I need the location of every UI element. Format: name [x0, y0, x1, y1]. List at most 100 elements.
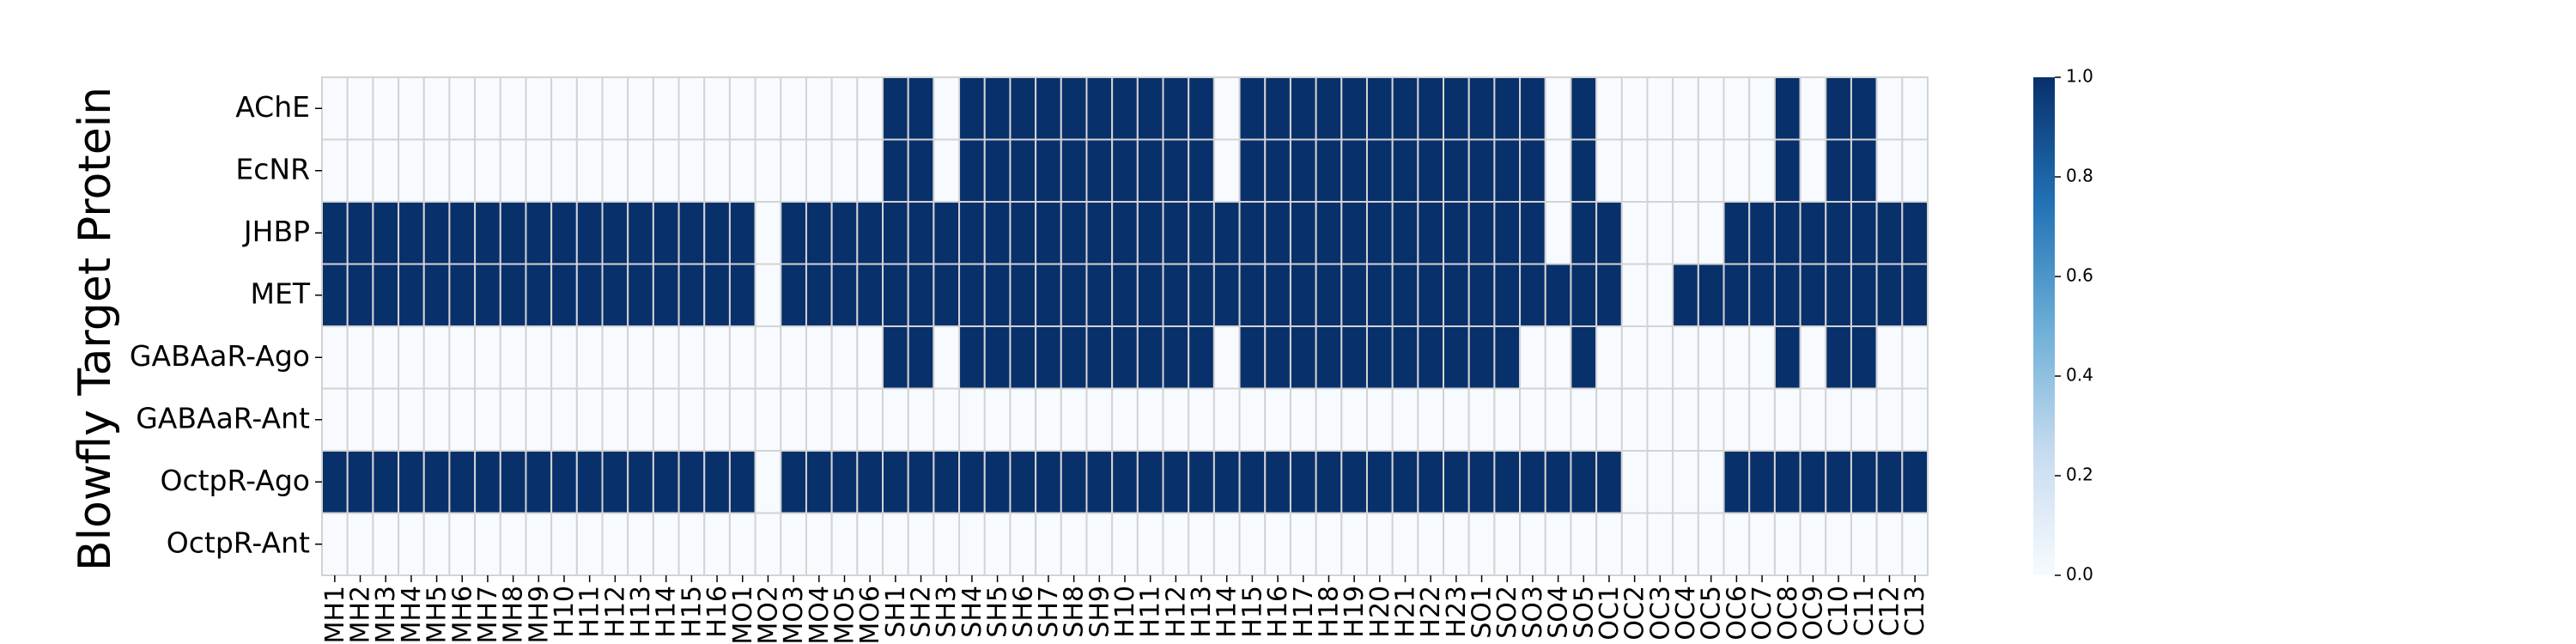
heatmap-cell	[1697, 450, 1725, 514]
heatmap-cell	[575, 325, 604, 390]
heatmap-cell	[1875, 201, 1904, 265]
heatmap-cell	[1519, 201, 1546, 265]
heatmap-cell	[754, 450, 782, 514]
colorbar-gradient	[2033, 77, 2055, 575]
heatmap-cell	[1773, 201, 1801, 265]
column-label: H11	[1136, 586, 1166, 638]
heatmap-cell	[550, 263, 578, 327]
heatmap-cell	[780, 450, 807, 514]
heatmap-cell	[1467, 138, 1496, 203]
heatmap-cell	[1443, 263, 1470, 327]
heatmap-cell	[1085, 512, 1114, 576]
heatmap-cell	[677, 450, 706, 514]
heatmap-cell	[525, 512, 553, 576]
heatmap-cell	[677, 76, 706, 141]
column-label: MH3	[371, 586, 401, 644]
heatmap-cell	[1212, 201, 1241, 265]
heatmap-cell	[1901, 201, 1929, 265]
column-label: SO4	[1544, 586, 1574, 639]
heatmap-cell	[1111, 450, 1139, 514]
heatmap-cell	[1391, 325, 1419, 390]
heatmap-cell	[1620, 325, 1649, 390]
heatmap-cell	[1646, 138, 1674, 203]
colorbar-tick-label: 1.0	[2066, 66, 2093, 87]
column-label: H13	[626, 586, 656, 638]
heatmap-cell	[1085, 325, 1114, 390]
heatmap-cell	[321, 201, 349, 265]
heatmap-cell	[1697, 512, 1725, 576]
heatmap-cell	[1467, 201, 1496, 265]
row-label: MET	[251, 276, 311, 310]
heatmap-cell	[882, 512, 909, 576]
heatmap-cell	[728, 263, 756, 327]
heatmap-cell	[1748, 138, 1776, 203]
heatmap-cell	[1111, 387, 1139, 452]
column-label: H23	[1442, 586, 1472, 638]
heatmap-cell	[1722, 450, 1751, 514]
heatmap-cell	[958, 76, 986, 141]
heatmap-cell	[1212, 138, 1241, 203]
heatmap-cell	[728, 450, 756, 514]
heatmap-cell	[1672, 138, 1699, 203]
heatmap-cell	[983, 325, 1012, 390]
heatmap-cell	[1111, 76, 1139, 141]
heatmap-cell	[422, 201, 451, 265]
heatmap-cell	[1264, 76, 1291, 141]
heatmap-cell	[1111, 512, 1139, 576]
heatmap-cell	[1340, 263, 1368, 327]
heatmap-cell	[1443, 76, 1470, 141]
heatmap-cell	[703, 325, 731, 390]
column-label: MO6	[855, 586, 885, 644]
column-label: MH6	[447, 586, 477, 644]
heatmap-cell	[499, 450, 527, 514]
heatmap-cell	[321, 387, 349, 452]
column-label: SH5	[983, 586, 1013, 638]
heatmap-cell	[703, 512, 731, 576]
heatmap-cell	[1672, 450, 1699, 514]
heatmap-cell	[1748, 450, 1776, 514]
column-label: H11	[575, 586, 605, 638]
heatmap-cell	[728, 76, 756, 141]
heatmap-cell	[1365, 263, 1394, 327]
heatmap-cell	[652, 263, 680, 327]
heatmap-cell	[627, 387, 654, 452]
heatmap-cell	[805, 201, 833, 265]
heatmap-cell	[1570, 387, 1598, 452]
heatmap-cell	[1850, 201, 1878, 265]
heatmap-cell	[882, 325, 909, 390]
heatmap-cell	[1875, 263, 1904, 327]
heatmap-cell	[372, 387, 400, 452]
heatmap-cell	[550, 387, 578, 452]
heatmap-cell	[805, 263, 833, 327]
heatmap-cell	[1570, 201, 1598, 265]
heatmap-cell	[933, 138, 961, 203]
heatmap-cell	[1722, 263, 1751, 327]
heatmap-cell	[1620, 201, 1649, 265]
column-label: MH1	[320, 586, 350, 644]
heatmap-cell	[1365, 450, 1394, 514]
heatmap-cell	[1722, 76, 1751, 141]
column-label: C13	[1900, 586, 1930, 636]
column-label: H15	[1237, 586, 1267, 638]
heatmap-cell	[1901, 263, 1929, 327]
column-label: MH7	[473, 586, 503, 644]
heatmap-cell	[627, 450, 654, 514]
heatmap-cell	[1799, 387, 1827, 452]
heatmap-cell	[1060, 138, 1088, 203]
heatmap-cell	[1544, 138, 1572, 203]
heatmap-cell	[983, 263, 1012, 327]
heatmap-cell	[933, 201, 961, 265]
heatmap-cell	[575, 450, 604, 514]
column-label: H12	[1161, 586, 1191, 638]
heatmap-cell	[677, 325, 706, 390]
heatmap-cell	[1009, 450, 1037, 514]
column-label: OC3	[1645, 586, 1675, 641]
heatmap-cell	[1544, 201, 1572, 265]
heatmap-cell	[1672, 512, 1699, 576]
column-label: C10	[1824, 586, 1854, 636]
heatmap-cell	[1136, 512, 1164, 576]
heatmap-cell	[1519, 76, 1546, 141]
heatmap-cell	[1212, 512, 1241, 576]
heatmap-cell	[1035, 201, 1062, 265]
heatmap-cell	[1238, 512, 1267, 576]
